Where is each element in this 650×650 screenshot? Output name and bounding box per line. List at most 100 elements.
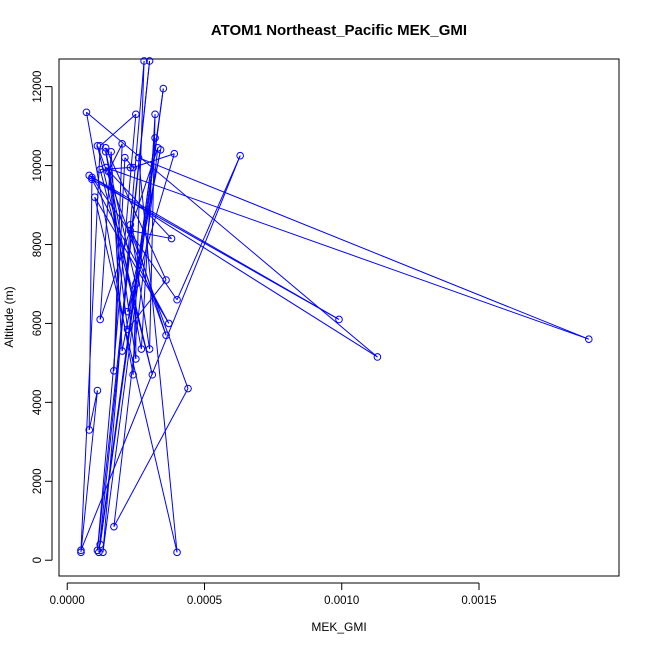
series-segment: [107, 171, 129, 330]
data-point: [170, 149, 179, 158]
series-segment: [80, 155, 241, 551]
data-point: [96, 315, 104, 324]
y-tick-label: 0: [32, 557, 44, 563]
y-tick-label: 10000: [32, 150, 44, 182]
data-point: [184, 384, 192, 393]
y-tick-label: 6000: [32, 311, 44, 337]
series-segment: [99, 88, 164, 545]
data-point: [77, 548, 85, 557]
data-point: [77, 546, 85, 555]
series-segment: [132, 60, 145, 375]
y-tick-label: 8000: [32, 232, 44, 258]
data-point: [88, 175, 96, 184]
series-segment: [113, 388, 189, 527]
y-axis: 0 2000 4000 6000 8000 10000 12000: [32, 71, 53, 563]
data-point: [151, 134, 159, 142]
data-point: [101, 147, 110, 156]
data-point: [93, 142, 102, 150]
data-point: [95, 548, 103, 557]
series-segment: [88, 390, 98, 431]
data-point: [123, 325, 132, 334]
data-point: [96, 540, 104, 549]
series-segment: [105, 167, 172, 239]
series-segment: [129, 224, 167, 336]
data-point: [151, 110, 159, 119]
data-point: [140, 57, 148, 65]
series-segment: [88, 177, 93, 430]
data-point: [236, 151, 244, 160]
data-point: [99, 548, 107, 557]
data-point: [104, 167, 113, 176]
series-segment: [127, 149, 162, 312]
data-point: [123, 307, 132, 316]
data-point: [118, 347, 126, 355]
series-segment: [80, 390, 98, 553]
x-tick-label: 0.0005: [187, 595, 222, 607]
data-point: [132, 280, 140, 288]
data-point: [162, 331, 170, 340]
data-point: [137, 345, 146, 353]
data-point: [85, 171, 93, 180]
data-point: [132, 355, 140, 363]
x-axis-label: MEK_GMI: [311, 620, 366, 634]
series-points: [77, 57, 593, 557]
data-point: [132, 110, 140, 119]
data-point: [110, 522, 118, 531]
data-point: [126, 163, 135, 172]
series-segment: [91, 178, 340, 320]
series-segment: [107, 143, 123, 172]
data-point: [167, 234, 176, 243]
data-point: [145, 345, 154, 353]
x-tick-label: 0.0010: [324, 595, 359, 607]
series-segment: [100, 167, 131, 171]
series-segment: [80, 145, 101, 551]
data-point: [101, 143, 110, 152]
data-point: [126, 226, 135, 235]
series-segment: [88, 175, 378, 358]
data-point: [162, 276, 170, 284]
series-segment: [96, 145, 153, 375]
data-point: [101, 163, 110, 172]
series-segment: [96, 114, 137, 551]
series-segment: [138, 157, 178, 553]
series-segment: [105, 147, 167, 281]
series-segment: [105, 167, 589, 340]
series-segment: [130, 230, 172, 240]
series-segment: [124, 157, 134, 168]
data-point: [96, 165, 104, 174]
data-point: [165, 319, 173, 328]
data-point: [156, 145, 165, 154]
series-segment: [86, 111, 378, 358]
plot-frame: [58, 58, 620, 577]
series-segment: [102, 60, 145, 553]
data-point: [96, 142, 104, 150]
x-axis: 0.0000 0.0005 0.0010 0.0015: [50, 582, 497, 607]
data-point: [585, 335, 593, 344]
series-segment: [102, 88, 164, 553]
series-segment: [149, 114, 156, 350]
series-segment: [99, 113, 137, 147]
data-point: [90, 193, 99, 201]
data-point: [82, 108, 91, 117]
y-tick-label: 4000: [32, 390, 44, 416]
data-point: [107, 147, 115, 156]
data-point: [173, 295, 181, 304]
data-point: [85, 426, 93, 434]
y-tick-label: 2000: [32, 468, 44, 494]
x-tick-label: 0.0000: [50, 595, 85, 607]
y-axis-label: Altitude (m): [2, 286, 16, 347]
series-segment: [96, 145, 167, 336]
data-point: [110, 366, 118, 375]
data-point: [373, 353, 382, 361]
y-tick-label: 12000: [32, 71, 44, 103]
chart-title: ATOM1 Northeast_Pacific MEK_GMI: [211, 22, 467, 39]
data-point: [118, 140, 126, 148]
series-segment: [176, 155, 241, 300]
data-point: [173, 548, 181, 557]
data-point: [126, 220, 135, 229]
data-point: [121, 153, 129, 162]
series-segment: [138, 157, 589, 340]
series-segment: [127, 279, 167, 330]
data-point: [129, 370, 137, 379]
